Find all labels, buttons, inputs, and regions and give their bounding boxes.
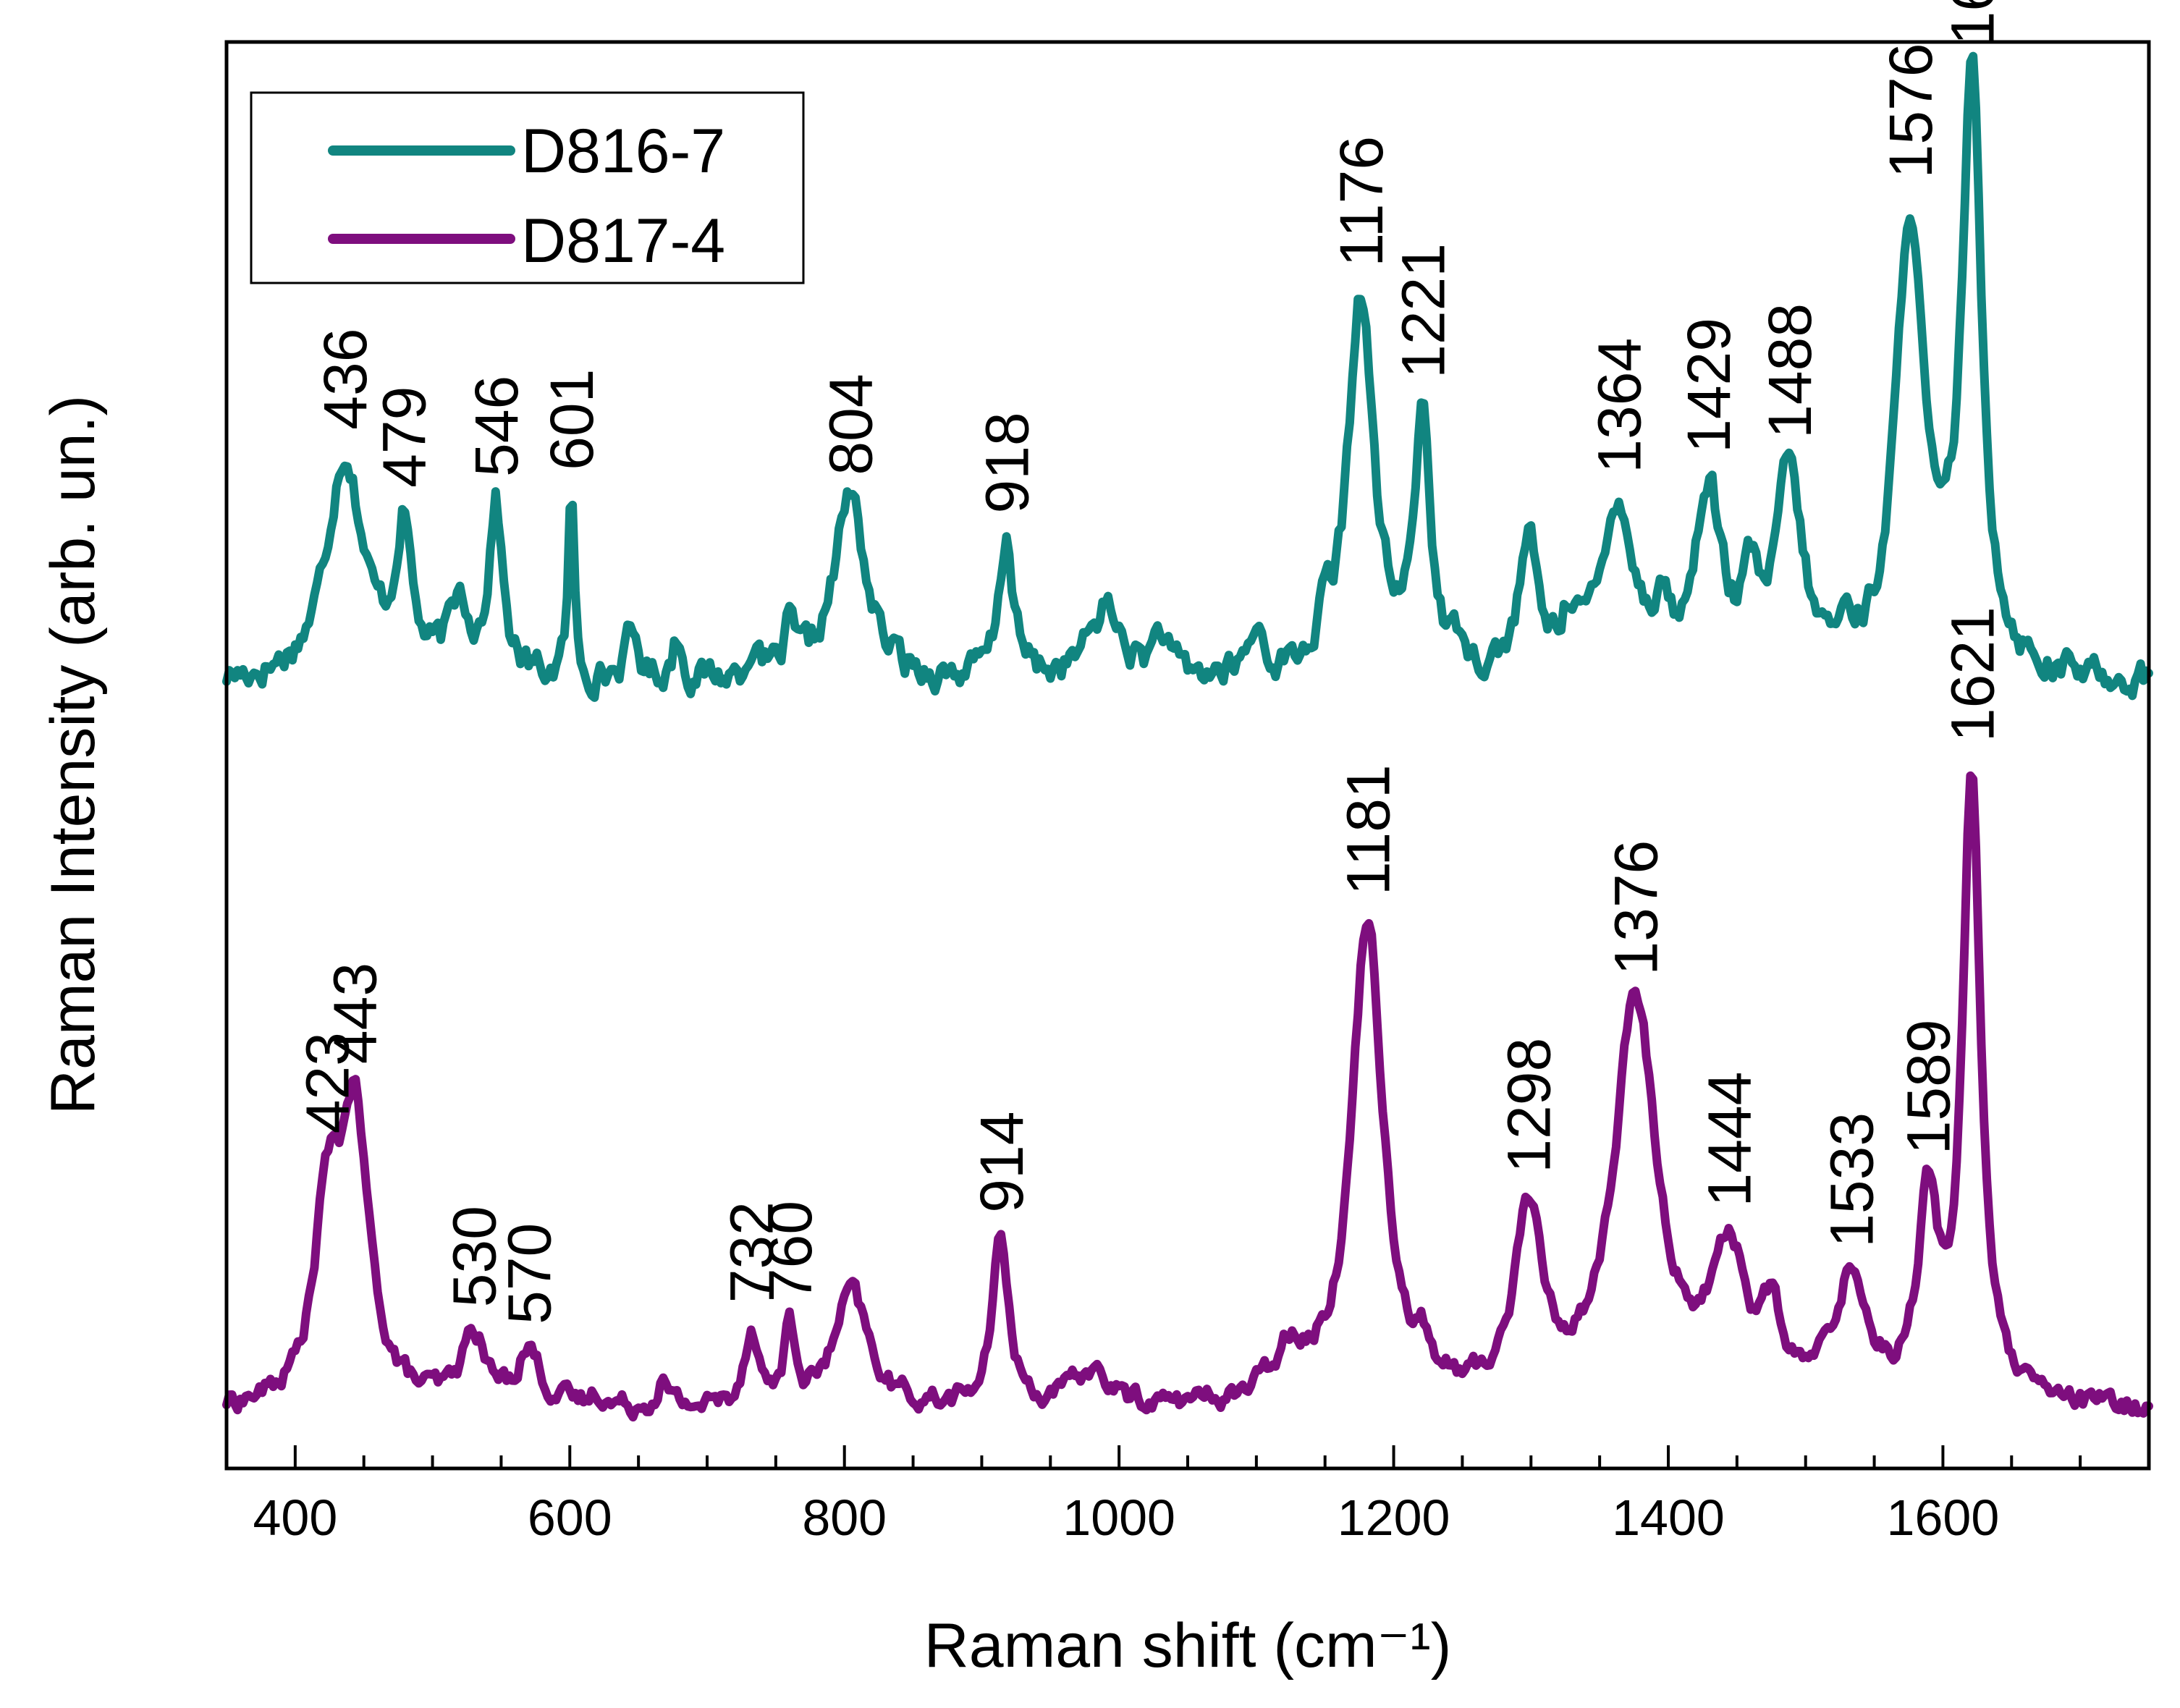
peak-label: 804 [816, 373, 884, 475]
x-tick-label: 1000 [1062, 1489, 1175, 1546]
peak-label: 1533 [1817, 1112, 1885, 1248]
series-layer [222, 51, 2153, 1422]
peak-label: 443 [321, 963, 389, 1064]
peak-label: 479 [371, 386, 439, 488]
peak-label: 1589 [1895, 1019, 1963, 1154]
x-tick-label: 800 [802, 1489, 887, 1546]
x-tick-label: 1200 [1338, 1489, 1450, 1546]
peak-label: 1576 [1877, 43, 1945, 179]
legend: D816-7 D817-4 [250, 91, 805, 284]
x-tick-label: 1600 [1887, 1489, 2000, 1546]
x-axis-title: Raman shift (cm⁻¹) [924, 1611, 1452, 1680]
peak-label: 1364 [1586, 338, 1654, 473]
peak-label: 1376 [1602, 840, 1670, 976]
legend-box [250, 91, 805, 284]
peak-label: 423 [294, 1032, 362, 1133]
series-line-d817-4 [222, 771, 2153, 1422]
series-line-d816-7 [222, 51, 2153, 702]
peak-label: 918 [973, 412, 1042, 513]
x-tick-label: 400 [253, 1489, 337, 1546]
y-axis-title: Raman Intensity (arb. un.) [38, 395, 108, 1115]
legend-label-d817-4: D817-4 [521, 206, 725, 276]
x-tick-label: 1400 [1612, 1489, 1725, 1546]
peak-label: 570 [495, 1223, 563, 1324]
peak-label: 601 [538, 369, 606, 470]
peak-label: 546 [462, 376, 531, 477]
x-ticks-layer: 400 600 800 1000 1200 1400 1600 [225, 1445, 2150, 1546]
peak-label: 914 [968, 1112, 1036, 1213]
peak-label: 436 [311, 329, 379, 430]
peak-label: 1298 [1495, 1038, 1563, 1173]
peak-label: 1176 [1327, 136, 1395, 267]
peak-label: 1488 [1756, 303, 1824, 439]
peak-label: 1181 [1335, 764, 1403, 895]
peak-label: 732 [718, 1201, 786, 1303]
peak-label: 1444 [1696, 1072, 1764, 1207]
peak-label: 760 [756, 1201, 824, 1302]
peak-label: 1621 [1938, 0, 2006, 45]
peak-label: 1621 [1938, 606, 2006, 742]
legend-label-d816-7: D816-7 [521, 117, 725, 186]
peak-label: 1429 [1675, 318, 1743, 453]
x-tick-label: 600 [528, 1489, 612, 1546]
peak-label: 1221 [1389, 243, 1457, 379]
peak-label: 530 [441, 1206, 509, 1307]
